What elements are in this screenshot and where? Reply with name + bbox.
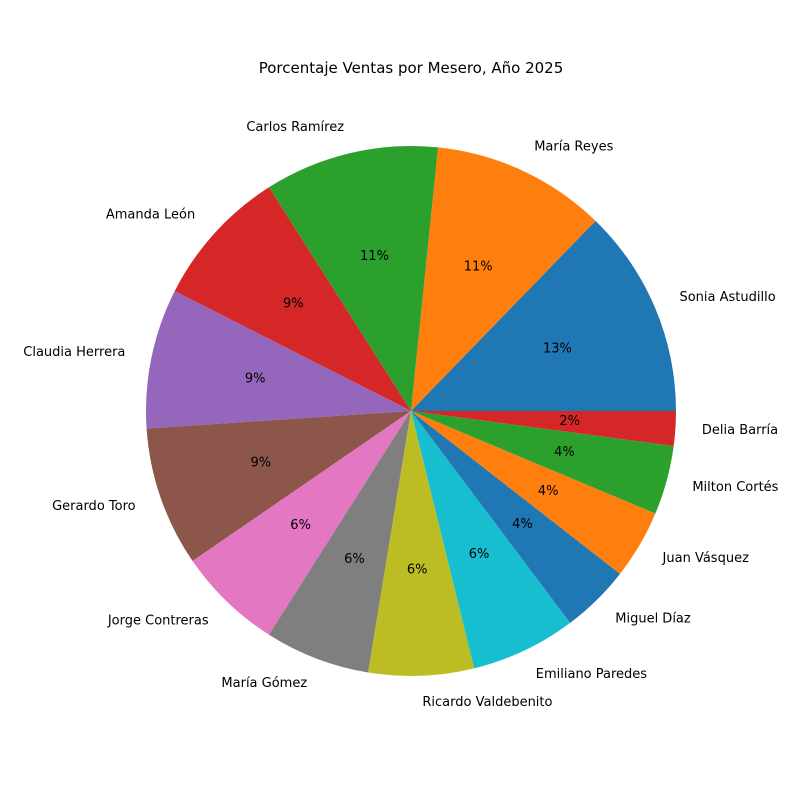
pie-slice-delia-barria <box>411 411 676 446</box>
pie-slice-sonia-astudillo <box>411 220 676 411</box>
category-label-delia-barria: Delia Barría <box>702 423 778 438</box>
pie-slice-emiliano-paredes <box>411 411 571 669</box>
percent-label-miguel-diaz: 4% <box>512 517 533 532</box>
category-label-maria-reyes: María Reyes <box>534 139 613 154</box>
category-label-emiliano-paredes: Emiliano Paredes <box>536 667 648 682</box>
pie-slice-maria-reyes <box>411 147 596 411</box>
category-label-gerardo-toro: Gerardo Toro <box>52 499 136 514</box>
percent-label-carlos-ramirez: 11% <box>360 249 389 264</box>
category-label-milton-cortes: Milton Cortés <box>692 480 778 495</box>
percent-label-delia-barria: 2% <box>559 414 580 429</box>
category-label-maria-gomez: María Gómez <box>221 676 307 691</box>
category-labels: Sonia Astudillo María Reyes Carlos Ramírez… <box>23 120 778 710</box>
category-label-miguel-diaz: Miguel Díaz <box>615 611 691 626</box>
category-label-amanda-leon: Amanda León <box>106 208 195 223</box>
pie-slice-amanda-leon <box>174 187 411 411</box>
pie-slice-claudia-herrera <box>146 291 412 429</box>
category-label-carlos-ramirez: Carlos Ramírez <box>246 120 344 135</box>
percent-label-amanda-leon: 9% <box>283 297 304 312</box>
pie-slices <box>146 146 676 677</box>
percent-label-gerardo-toro: 9% <box>250 456 271 471</box>
percent-label-maria-gomez: 6% <box>344 552 365 567</box>
category-label-sonia-astudillo: Sonia Astudillo <box>679 290 775 305</box>
category-label-juan-vasquez: Juan Vásquez <box>662 551 750 566</box>
pie-slice-gerardo-toro <box>146 411 411 562</box>
chart-title: Porcentaje Ventas por Mesero, Año 2025 <box>259 59 564 77</box>
pie-slice-ricardo-valdebenito <box>368 411 475 677</box>
percent-label-claudia-herrera: 9% <box>245 372 266 387</box>
percent-label-maria-reyes: 11% <box>464 259 493 274</box>
category-label-claudia-herrera: Claudia Herrera <box>23 345 125 360</box>
percent-label-sonia-astudillo: 13% <box>543 342 572 357</box>
pie-slice-carlos-ramirez <box>268 146 439 412</box>
percent-labels: 13% 11% 11% 9% 9% 9% 6% 6% 6% 6% 4% 4% 4% 2% <box>245 249 580 578</box>
pie-slice-juan-vasquez <box>411 411 656 574</box>
percent-label-jorge-contreras: 6% <box>290 518 311 533</box>
category-label-ricardo-valdebenito: Ricardo Valdebenito <box>422 695 552 710</box>
percent-label-juan-vasquez: 4% <box>538 484 559 499</box>
percent-label-ricardo-valdebenito: 6% <box>407 562 428 577</box>
percent-label-milton-cortes: 4% <box>554 445 575 460</box>
pie-slice-maria-gomez <box>268 411 411 673</box>
pie-slice-jorge-contreras <box>192 411 411 635</box>
pie-slice-milton-cortes <box>411 411 674 514</box>
pie-slice-miguel-diaz <box>411 411 621 623</box>
percent-label-emiliano-paredes: 6% <box>469 547 490 562</box>
category-label-jorge-contreras: Jorge Contreras <box>107 613 209 628</box>
